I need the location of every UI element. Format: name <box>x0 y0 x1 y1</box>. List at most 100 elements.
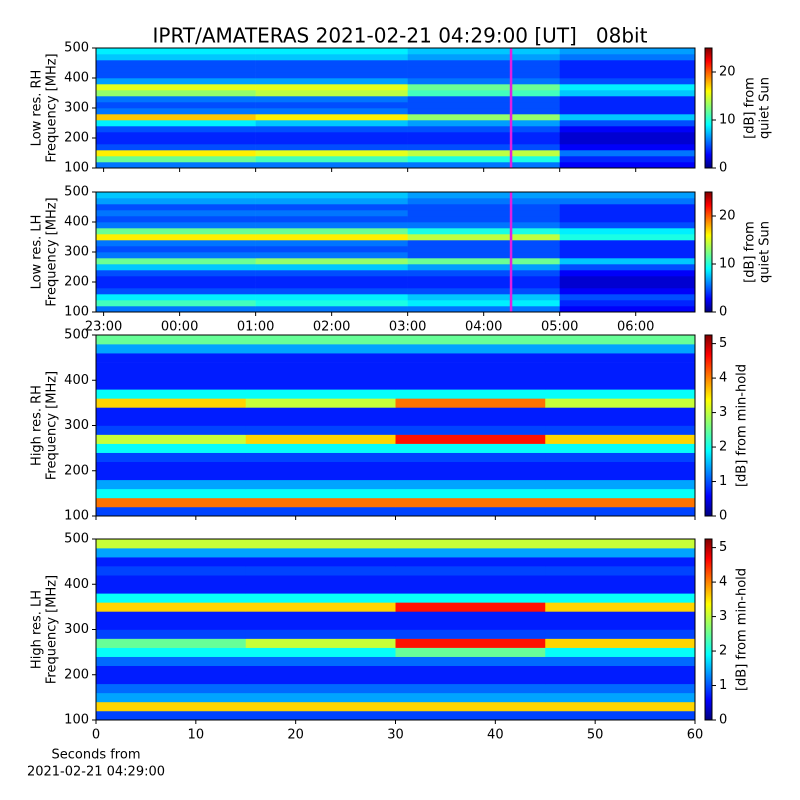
heatmap-cell <box>407 294 560 301</box>
colorbar-label: [dB] from min-hold <box>735 568 750 691</box>
heatmap-cell <box>395 353 546 363</box>
heatmap-cell <box>407 90 560 97</box>
heatmap-cell <box>96 234 256 241</box>
heatmap-cell <box>245 497 396 508</box>
colorbar <box>704 191 713 313</box>
heatmap-cell <box>245 344 396 354</box>
heatmap-cell <box>96 362 247 372</box>
heatmap-cell <box>96 629 247 639</box>
y-axis-label: High res. RH <box>30 385 45 466</box>
heatmap-cell <box>255 138 408 145</box>
heatmap-cell <box>245 593 396 603</box>
y-tick-label: 100 <box>64 509 89 524</box>
y-tick-label: 500 <box>64 532 89 547</box>
heatmap-cell <box>559 228 696 235</box>
y-tick-label: 200 <box>64 667 89 682</box>
heatmap-cell <box>245 683 396 694</box>
heatmap-cell <box>395 566 546 576</box>
heatmap-cell <box>255 132 408 139</box>
heatmap-cell <box>255 48 408 55</box>
heatmap-cell <box>559 138 696 145</box>
heatmap-cell <box>245 701 396 712</box>
heatmap-cell <box>245 407 396 417</box>
heatmap-cell <box>245 506 396 517</box>
heatmap-cell <box>559 234 696 241</box>
heatmap-cell <box>255 198 408 205</box>
heatmap-cell <box>255 120 408 127</box>
y-tick-label: 400 <box>64 577 89 592</box>
heatmap-cell <box>96 416 247 426</box>
heatmap-cell <box>96 638 247 648</box>
heatmap-cell <box>395 701 546 712</box>
heatmap-cell <box>407 216 560 223</box>
heatmap-cell <box>559 108 696 115</box>
heatmap-cell <box>96 548 247 558</box>
heatmap-cell <box>395 362 546 372</box>
colorbar-tick-label: 0 <box>719 305 727 320</box>
heatmap-cell <box>255 282 408 289</box>
y-tick-label: 200 <box>64 131 89 146</box>
y-tick-label: 200 <box>64 463 89 478</box>
heatmap-cell <box>395 407 546 417</box>
heatmap-cell <box>559 222 696 229</box>
heatmap-cell <box>559 102 696 109</box>
heatmap-cell <box>395 656 546 666</box>
y-tick-label: 500 <box>64 41 89 56</box>
heatmap-cell <box>245 647 396 657</box>
heatmap-cell <box>407 102 560 109</box>
heatmap-cell <box>407 306 560 313</box>
x-axis-label: 2021-02-21 04:29:00 <box>27 765 165 780</box>
heatmap-cell <box>255 192 408 199</box>
heatmap-cell <box>407 54 560 61</box>
heatmap-cell <box>545 548 696 558</box>
heatmap-cell <box>96 198 256 205</box>
heatmap-cell <box>255 258 408 265</box>
y-axis-label: Frequency [MHz] <box>45 575 60 684</box>
heatmap-cell <box>245 656 396 666</box>
colorbar-label: quiet Sun <box>758 77 773 139</box>
heatmap-cell <box>96 300 256 307</box>
heatmap-cell <box>395 584 546 594</box>
heatmap-cell <box>545 701 696 712</box>
heatmap-cell <box>559 264 696 271</box>
heatmap-cell <box>559 144 696 151</box>
x-tick-label: 40 <box>487 728 504 743</box>
x-tick-label: 05:00 <box>541 320 578 335</box>
heatmap-cell <box>96 258 256 265</box>
heatmap-cell <box>395 398 546 408</box>
colorbar-tick-label: 5 <box>719 336 727 351</box>
heatmap-cell <box>96 150 256 157</box>
heatmap-cell <box>96 479 247 490</box>
heatmap-cell <box>245 479 396 490</box>
heatmap-cell <box>545 692 696 703</box>
y-axis-label: Low res. LH <box>30 215 45 290</box>
heatmap-cell <box>407 210 560 217</box>
heatmap-cell <box>245 425 396 435</box>
heatmap-cell <box>96 102 256 109</box>
heatmap-cell <box>255 270 408 277</box>
heatmap-cell <box>545 488 696 499</box>
heatmap-cell <box>545 452 696 462</box>
heatmap-cell <box>395 665 546 676</box>
heatmap-cell <box>96 701 247 712</box>
heatmap-cell <box>559 84 696 91</box>
heatmap-cell <box>96 90 256 97</box>
heatmap-cell <box>96 434 247 444</box>
heatmap-cell <box>545 566 696 576</box>
heatmap-cell <box>407 282 560 289</box>
colorbar-tick-label: 0 <box>719 161 727 176</box>
heatmap-cell <box>559 258 696 265</box>
heatmap-cell <box>255 300 408 307</box>
heatmap-cell <box>559 198 696 205</box>
heatmap-cell <box>545 674 696 685</box>
heatmap-cell <box>255 78 408 85</box>
heatmap-cell <box>545 425 696 435</box>
heatmap-cell <box>96 78 256 85</box>
heatmap-cell <box>545 575 696 585</box>
heatmap-cell <box>545 416 696 426</box>
heatmap-cell <box>96 335 247 345</box>
heatmap-cell <box>255 240 408 247</box>
heatmap-cell <box>407 288 560 295</box>
colorbar-tick-label: 1 <box>719 678 727 693</box>
heatmap-cell <box>395 557 546 567</box>
